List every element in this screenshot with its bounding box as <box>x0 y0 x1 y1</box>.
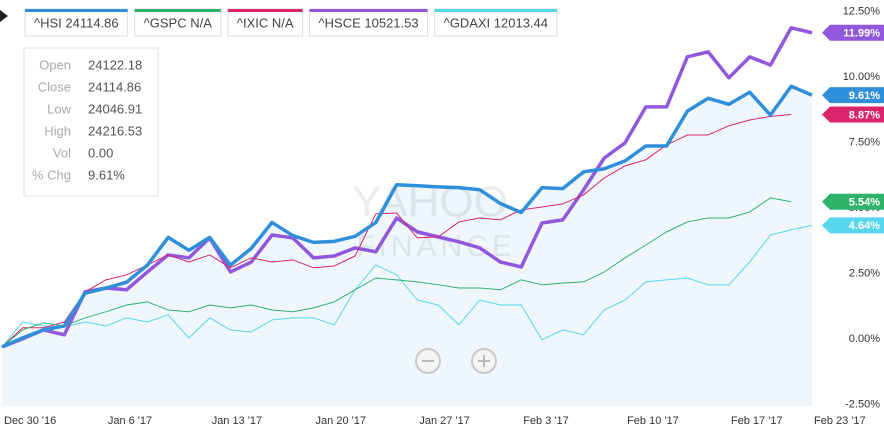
legend-swatch <box>434 9 557 12</box>
tooltip-value: 24216.53 <box>88 123 142 138</box>
legend-item[interactable]: ^HSI 24114.86 <box>24 8 129 37</box>
line <box>1 197 792 348</box>
tooltip-value: 24046.91 <box>88 101 142 116</box>
tooltip-box <box>23 47 159 197</box>
legend-label: ^GSPC N/A <box>144 15 213 30</box>
legend-box <box>24 8 129 37</box>
legend-label: ^HSCE 10521.53 <box>319 15 419 30</box>
y-tick-label: 10.00% <box>843 71 881 83</box>
end-tag-label: 4.64% <box>849 220 880 232</box>
legend-label: ^GDAXI 12013.44 <box>444 15 548 30</box>
end-tag-label: 11.99% <box>843 28 880 40</box>
legend-box <box>309 8 429 37</box>
area <box>2 86 812 406</box>
legend-item[interactable]: ^GDAXI 12013.44 <box>434 8 558 37</box>
tooltip-value: 0.00 <box>88 145 113 160</box>
y-tick-label: -2.50% <box>845 398 880 410</box>
legend-swatch <box>134 9 221 12</box>
end-tag <box>822 24 884 41</box>
legend-swatch <box>309 9 428 12</box>
tooltip-label: High <box>44 123 71 138</box>
legend-item[interactable]: ^GSPC N/A <box>134 8 222 37</box>
y-tick-label: 7.50% <box>849 136 880 148</box>
end-tag <box>822 87 884 104</box>
line <box>1 224 813 348</box>
x-tick-label: Jan 27 '17 <box>419 415 469 427</box>
tooltip-label: % Chg <box>32 167 71 182</box>
end-tag <box>822 217 884 234</box>
legend-swatch <box>25 9 128 12</box>
tooltip-value: 9.61% <box>88 167 125 182</box>
x-tick-label: Dec 30 '16 <box>4 415 56 427</box>
line <box>1 84 813 349</box>
scroll-arrow[interactable] <box>0 10 8 22</box>
tooltip-label: Close <box>38 79 71 94</box>
legend-box <box>227 8 304 37</box>
end-tag-label: 8.87% <box>849 109 880 121</box>
tooltip-label: Low <box>47 101 71 116</box>
tooltip: Open 24122.18 Close 24114.86 Low 24046.91 High… <box>23 47 159 197</box>
legend-label: ^IXIC N/A <box>237 15 294 30</box>
tooltip-label: Vol <box>53 145 71 160</box>
legend-label: ^HSI 24114.86 <box>34 15 119 30</box>
x-tick-label: Jan 6 '17 <box>108 415 152 427</box>
end-tag <box>822 193 884 210</box>
x-tick-label: Feb 17 '17 <box>731 415 783 427</box>
x-tick-label: Feb 23 '17 <box>814 415 866 427</box>
end-tag-label: 9.61% <box>849 90 880 102</box>
x-tick-label: Feb 10 '17 <box>627 415 679 427</box>
legend-swatch <box>227 9 303 12</box>
y-tick-label: 0.00% <box>849 333 880 345</box>
tooltip-value: 24114.86 <box>88 79 141 94</box>
x-tick-label: Jan 20 '17 <box>316 415 366 427</box>
tooltip-value: 24122.18 <box>88 57 142 72</box>
x-tick-label: Jan 13 '17 <box>212 415 262 427</box>
x-tick-label: Feb 3 '17 <box>523 415 569 427</box>
legend-box <box>134 8 222 37</box>
end-tag <box>822 106 884 123</box>
end-tag-label: 5.54% <box>849 197 880 209</box>
y-tick-label: 12.50% <box>843 5 881 17</box>
y-tick-label: 2.50% <box>849 267 880 279</box>
tooltip-label: Open <box>39 57 71 72</box>
legend-item[interactable]: ^IXIC N/A <box>227 8 304 37</box>
line <box>1 114 792 348</box>
legend-item[interactable]: ^HSCE 10521.53 <box>309 8 429 37</box>
